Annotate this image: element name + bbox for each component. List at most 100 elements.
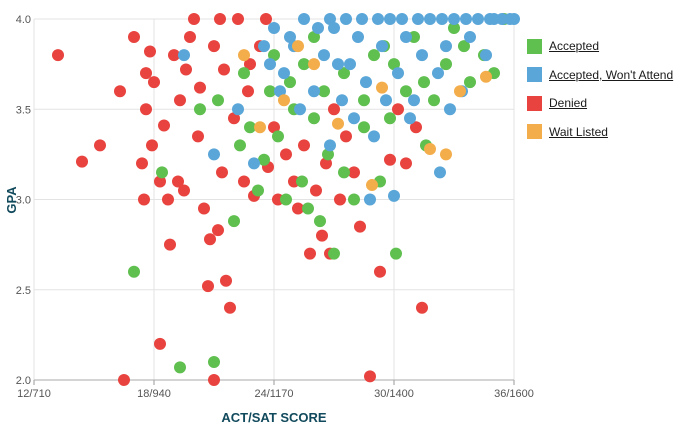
data-point[interactable] — [440, 40, 452, 53]
data-point[interactable] — [480, 49, 492, 62]
data-point[interactable] — [156, 166, 168, 179]
data-point[interactable] — [444, 103, 456, 116]
data-point[interactable] — [146, 139, 158, 152]
data-point[interactable] — [238, 175, 250, 188]
data-point[interactable] — [184, 31, 196, 44]
data-point[interactable] — [464, 76, 476, 89]
data-point[interactable] — [204, 233, 216, 246]
data-point[interactable] — [278, 94, 290, 107]
data-point[interactable] — [284, 76, 296, 89]
data-point[interactable] — [364, 370, 376, 383]
data-point[interactable] — [318, 49, 330, 62]
data-point[interactable] — [260, 13, 272, 25]
data-point[interactable] — [448, 22, 460, 35]
data-point[interactable] — [128, 31, 140, 44]
data-point[interactable] — [238, 49, 250, 62]
data-point[interactable] — [338, 67, 350, 80]
data-point[interactable] — [172, 175, 184, 188]
data-point[interactable] — [308, 31, 320, 44]
data-point[interactable] — [374, 265, 386, 278]
data-point[interactable] — [298, 139, 310, 152]
data-point[interactable] — [218, 63, 230, 76]
data-point[interactable] — [404, 112, 416, 125]
data-point[interactable] — [208, 355, 220, 368]
data-point[interactable] — [358, 121, 370, 134]
data-point[interactable] — [212, 224, 224, 237]
data-point[interactable] — [174, 94, 186, 107]
legend-item[interactable]: Wait Listed — [527, 118, 677, 147]
data-point[interactable] — [340, 130, 352, 143]
data-point[interactable] — [280, 193, 292, 206]
data-point[interactable] — [234, 139, 246, 152]
data-point[interactable] — [432, 67, 444, 80]
data-point[interactable] — [410, 121, 422, 134]
data-point[interactable] — [436, 13, 448, 25]
data-point[interactable] — [268, 121, 280, 134]
data-point[interactable] — [464, 31, 476, 44]
data-point[interactable] — [368, 49, 380, 62]
data-point[interactable] — [180, 63, 192, 76]
data-point[interactable] — [400, 85, 412, 98]
data-point[interactable] — [472, 13, 484, 25]
data-point[interactable] — [158, 119, 170, 132]
data-point[interactable] — [140, 103, 152, 116]
data-point[interactable] — [356, 13, 368, 25]
data-point[interactable] — [328, 22, 340, 35]
data-point[interactable] — [332, 58, 344, 71]
data-point[interactable] — [304, 247, 316, 260]
data-point[interactable] — [434, 166, 446, 179]
data-point[interactable] — [154, 175, 166, 188]
data-point[interactable] — [244, 58, 256, 71]
data-point[interactable] — [280, 148, 292, 161]
data-point[interactable] — [168, 49, 180, 62]
legend-label[interactable]: Accepted — [549, 39, 600, 54]
data-point[interactable] — [368, 130, 380, 143]
data-point[interactable] — [340, 13, 352, 25]
data-point[interactable] — [328, 247, 340, 260]
data-point[interactable] — [354, 220, 366, 233]
data-point[interactable] — [454, 85, 466, 98]
data-point[interactable] — [278, 67, 290, 80]
data-point[interactable] — [208, 148, 220, 161]
data-point[interactable] — [348, 112, 360, 125]
data-point[interactable] — [440, 148, 452, 161]
data-point[interactable] — [194, 103, 206, 116]
data-point[interactable] — [308, 112, 320, 125]
data-point[interactable] — [344, 58, 356, 71]
data-point[interactable] — [334, 193, 346, 206]
data-point[interactable] — [242, 85, 254, 98]
data-point[interactable] — [202, 280, 214, 293]
data-point[interactable] — [332, 117, 344, 130]
data-point[interactable] — [372, 13, 384, 25]
data-point[interactable] — [360, 76, 372, 89]
data-point[interactable] — [324, 13, 336, 25]
data-point[interactable] — [298, 58, 310, 71]
data-point[interactable] — [298, 13, 310, 25]
data-point[interactable] — [254, 121, 266, 134]
data-point[interactable] — [440, 58, 452, 71]
data-point[interactable] — [128, 265, 140, 278]
data-point[interactable] — [366, 179, 378, 192]
data-point[interactable] — [324, 139, 336, 152]
data-point[interactable] — [258, 153, 270, 166]
legend-label[interactable]: Accepted, Won't Attend — [549, 67, 674, 82]
legend-label[interactable]: Denied — [549, 96, 588, 111]
data-point[interactable] — [144, 45, 156, 58]
data-point[interactable] — [424, 142, 436, 155]
legend-item[interactable]: Denied — [527, 89, 677, 118]
data-point[interactable] — [140, 67, 152, 80]
legend-label[interactable]: Wait Listed — [549, 124, 608, 139]
data-point[interactable] — [208, 40, 220, 53]
data-point[interactable] — [252, 184, 264, 197]
data-point[interactable] — [198, 202, 210, 215]
data-point[interactable] — [148, 76, 160, 89]
data-point[interactable] — [178, 184, 190, 197]
data-point[interactable] — [272, 130, 284, 143]
data-point[interactable] — [348, 193, 360, 206]
data-point[interactable] — [460, 13, 472, 25]
data-point[interactable] — [358, 94, 370, 107]
data-point[interactable] — [352, 31, 364, 44]
data-point[interactable] — [418, 76, 430, 89]
data-point[interactable] — [314, 215, 326, 228]
data-point[interactable] — [154, 337, 166, 350]
